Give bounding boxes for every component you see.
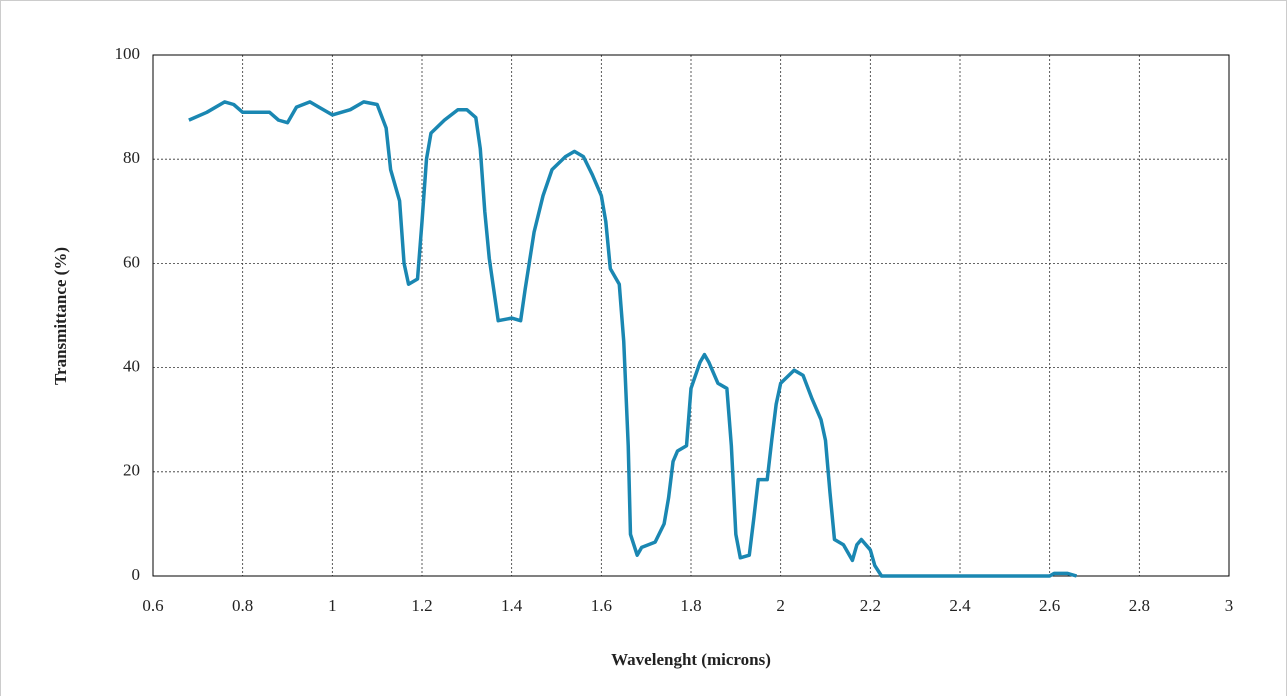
x-tick-label: 1.8 — [680, 596, 701, 615]
y-tick-label: 0 — [132, 565, 141, 584]
x-tick-label: 2.2 — [860, 596, 881, 615]
x-tick-label: 0.6 — [142, 596, 163, 615]
x-tick-label: 1.6 — [591, 596, 612, 615]
y-tick-label: 100 — [115, 44, 141, 63]
y-tick-label: 40 — [123, 357, 140, 376]
x-axis-title: Wavelenght (microns) — [611, 650, 771, 669]
x-tick-label: 2.6 — [1039, 596, 1060, 615]
x-tick-label: 0.8 — [232, 596, 253, 615]
x-tick-label: 1.2 — [411, 596, 432, 615]
x-tick-label: 2 — [776, 596, 785, 615]
data-line — [188, 100, 1078, 578]
x-tick-label: 3 — [1225, 596, 1234, 615]
y-tick-label: 20 — [123, 461, 140, 480]
y-axis-title: Transmittance (%) — [51, 247, 70, 385]
x-tick-label: 2.4 — [949, 596, 971, 615]
x-tick-label: 1.4 — [501, 596, 523, 615]
plot-border — [152, 54, 1230, 577]
y-tick-label: 60 — [123, 252, 140, 271]
y-tick-label: 80 — [123, 148, 140, 167]
x-tick-label: 2.8 — [1129, 596, 1150, 615]
x-tick-label: 1 — [328, 596, 337, 615]
